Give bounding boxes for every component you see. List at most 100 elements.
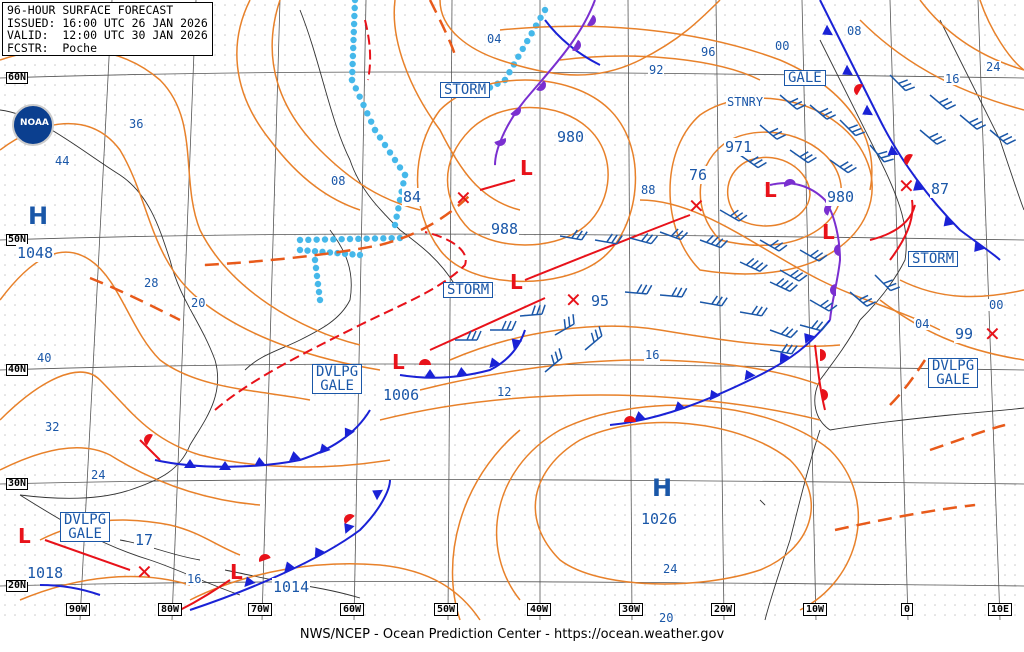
ice-dot xyxy=(400,180,407,187)
ice-dot xyxy=(352,85,360,92)
high-pressure-central: 1026 xyxy=(640,510,679,528)
front-symbol xyxy=(709,389,721,401)
ice-dot xyxy=(304,247,311,254)
ice-dot xyxy=(364,110,371,117)
isobar-label: 16 xyxy=(644,348,661,362)
low-symbol-1014: L xyxy=(230,560,243,584)
isobar-label: 20 xyxy=(190,296,207,310)
low-x-mark: ✕ xyxy=(455,186,472,210)
wind-barb xyxy=(799,319,829,332)
ice-dot xyxy=(350,44,357,52)
wind-barb xyxy=(559,229,588,241)
ice-dot xyxy=(386,149,394,156)
low-pressure-980-east: 980 xyxy=(826,188,856,206)
ice-dot xyxy=(541,6,549,14)
isobar-label: 96 xyxy=(700,45,717,59)
ice-dot xyxy=(391,156,399,164)
isobar-label: 12 xyxy=(496,385,513,399)
wind-barb xyxy=(519,304,546,317)
wind-barb xyxy=(759,124,787,140)
lon-label-20w: 20W xyxy=(711,603,736,616)
ice-dot xyxy=(321,236,329,243)
wind-barb xyxy=(554,314,575,336)
lon-label-40w: 40W xyxy=(527,603,552,616)
ice-dot xyxy=(355,235,362,243)
ice-dot xyxy=(330,236,337,243)
lat-label-30n: 30N xyxy=(6,478,29,490)
warning-storm-east: STORM xyxy=(908,251,959,267)
ice-dot xyxy=(346,235,354,243)
ice-dot xyxy=(380,235,387,242)
wind-barb xyxy=(959,114,987,130)
front-symbol xyxy=(344,523,355,534)
front-symbol xyxy=(424,369,436,378)
isobar-label: 04 xyxy=(914,317,931,331)
wind-barb xyxy=(989,129,1017,145)
prev-pressure-988: 988 xyxy=(490,220,520,238)
ice-dot xyxy=(376,134,384,141)
ice-dot xyxy=(367,118,375,125)
lon-label-10e: 10E xyxy=(988,603,1013,616)
logo-text: NOAA xyxy=(20,118,49,128)
front-symbol xyxy=(219,461,231,470)
isobar-label: 88 xyxy=(640,183,657,197)
lon-label-60w: 60W xyxy=(340,603,365,616)
high-symbol-central: H xyxy=(652,474,673,502)
isobar-label: 00 xyxy=(774,39,791,53)
isobar-label: 40 xyxy=(36,351,53,365)
ice-dot xyxy=(351,4,358,12)
ice-dot xyxy=(316,296,324,304)
wind-barb xyxy=(889,74,916,92)
ice-dot xyxy=(371,126,379,134)
wind-barb xyxy=(584,326,603,351)
lon-label-80w: 80W xyxy=(158,603,183,616)
warning-storm-north: STORM xyxy=(440,82,491,98)
ice-dot xyxy=(349,68,356,76)
ice-dot xyxy=(524,37,531,45)
wind-barb xyxy=(490,320,517,331)
front-symbol xyxy=(784,179,796,188)
footer-credit: NWS/NCEP - Ocean Prediction Center - htt… xyxy=(0,624,1024,652)
lat-label-20n: 20N xyxy=(6,580,29,592)
low-symbol-1006: L xyxy=(392,350,405,374)
stationary-label: STNRY xyxy=(726,95,765,109)
wind-barb xyxy=(739,257,768,272)
wind-barb xyxy=(699,295,728,307)
isobar-label: 08 xyxy=(846,24,863,38)
isobar-label: 92 xyxy=(648,63,665,77)
prev-pressure-76: 76 xyxy=(688,166,709,184)
prev-pressure-95: 95 xyxy=(590,292,611,310)
ice-dot xyxy=(360,101,367,109)
lon-label-50w: 50W xyxy=(434,603,459,616)
wind-barb xyxy=(659,228,689,241)
front-symbol xyxy=(511,338,523,350)
low-x-mark: ✕ xyxy=(688,194,705,218)
isobar-label: 24 xyxy=(985,60,1002,74)
header-title: 96-HOUR SURFACE FORECAST xyxy=(7,3,174,17)
wind-barb xyxy=(719,209,748,222)
front-symbol xyxy=(289,451,301,462)
front-symbol xyxy=(943,215,955,227)
wind-barb xyxy=(659,287,688,298)
ice-dot xyxy=(349,251,356,258)
wind-barb xyxy=(455,330,482,341)
header-forecaster: FCSTR: Poche xyxy=(7,40,98,55)
ice-dot xyxy=(313,236,320,243)
isobar-label: 44 xyxy=(54,154,71,168)
ice-dot xyxy=(296,236,304,244)
ice-dot xyxy=(311,248,319,255)
isobar-label: 24 xyxy=(662,562,679,576)
isobar-label: 20 xyxy=(658,611,675,625)
low-pressure-1014: 1014 xyxy=(272,578,311,596)
lat-label-60n: 60N xyxy=(6,72,29,84)
ice-dot xyxy=(356,251,364,259)
ice-dot xyxy=(313,272,321,280)
low-symbol-1018: L xyxy=(18,524,31,548)
front-symbol xyxy=(587,14,596,26)
low-x-mark: ✕ xyxy=(898,174,915,198)
front-symbol xyxy=(854,84,863,96)
ice-dot xyxy=(356,93,363,100)
ice-dot xyxy=(401,171,409,179)
front-symbol xyxy=(834,244,840,256)
isobar-label: 08 xyxy=(330,174,347,188)
